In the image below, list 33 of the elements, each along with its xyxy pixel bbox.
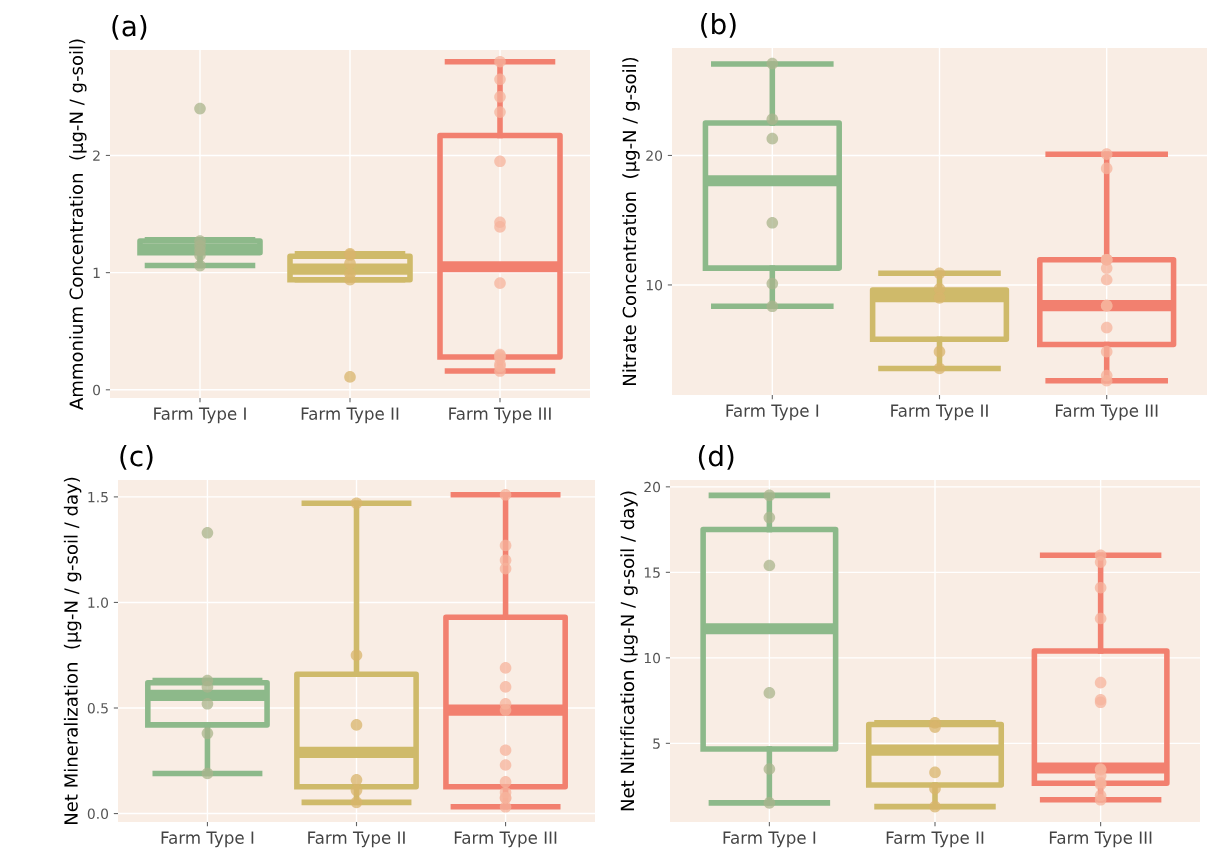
y-axis-title: Net Mineralization (µg-N / g-soil / day) [63,477,82,825]
chart-title: (d) [698,445,734,470]
y-tick-label: 1.0 [88,597,109,608]
x-tick-label: Farm Type I [723,831,816,848]
x-tick-label: Farm Type II [301,407,399,424]
y-tick-label: 10 [644,652,661,664]
x-tick-label: Farm Type I [161,831,254,848]
y-tick-label: 15 [644,567,660,578]
y-tick-label: 10 [646,279,663,291]
x-tick-label: Farm Type I [726,404,819,421]
chart-title: (b) [701,13,736,38]
x-tick-label: Farm Type III [449,407,551,424]
x-tick-label: Farm Type I [154,407,246,424]
y-tick-label: 0.5 [87,702,108,714]
chart-title: (c) [120,445,153,470]
chart-title: (a) [112,15,147,40]
x-tick-label: Farm Type III [454,831,557,848]
y-tick-label: 1.5 [88,492,108,503]
y-tick-label: 5 [653,738,660,749]
y-tick-label: 20 [644,481,661,493]
x-tick-label: Farm Type III [1049,831,1152,848]
y-tick-label: 0.0 [87,808,109,820]
y-tick-label: 1 [93,267,100,278]
y-axis-title: Ammonium Concentration (µg-N / g-soil) [69,39,87,410]
x-tick-label: Farm Type II [891,404,988,421]
y-axis-title: Net Nitrification (µg-N / g-soil / day) [620,491,638,811]
x-tick-label: Farm Type II [308,831,405,848]
x-tick-label: Farm Type II [886,831,984,848]
y-tick-label: 0 [93,384,101,396]
y-axis-title: Nitrate Concentration (µg-N / g-soil) [622,57,640,385]
x-tick-label: Farm Type III [1055,404,1158,421]
y-tick-label: 2 [93,150,100,161]
y-tick-label: 20 [646,150,663,161]
